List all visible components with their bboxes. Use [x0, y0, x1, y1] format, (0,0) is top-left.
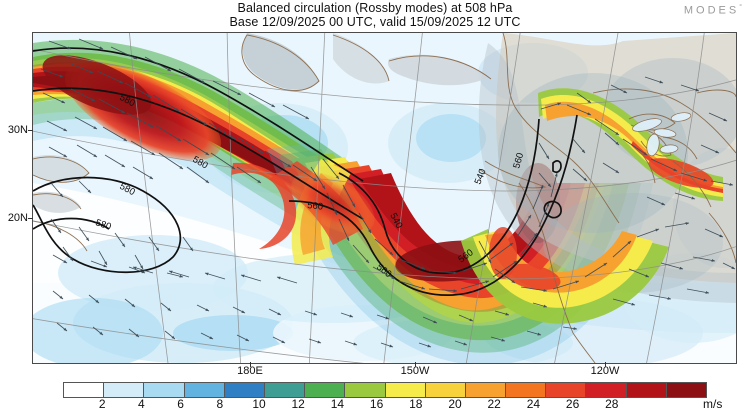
colorbar-cell	[64, 383, 104, 397]
lon-label-180e: 180E	[237, 365, 263, 377]
colorbar-cell	[304, 383, 345, 397]
colorbar-scale[interactable]	[63, 382, 707, 398]
modes-logo: MODES°	[684, 4, 742, 17]
lon-tick-150w	[415, 362, 416, 367]
lon-label-150w: 150W	[400, 365, 430, 377]
colorbar-tick-label: 12	[291, 397, 305, 411]
contour-label: 560	[511, 152, 526, 170]
colorbar-cell	[625, 383, 666, 397]
lon-tick-180e	[250, 362, 251, 367]
colorbar-cell	[665, 383, 706, 397]
colorbar-tick-label: 2	[98, 397, 106, 411]
colorbar-cell	[223, 383, 264, 397]
colorbar-cell	[424, 383, 465, 397]
colorbar-cell	[545, 383, 586, 397]
colorbar-tick-label: 4	[138, 397, 145, 411]
colorbar-tick-label: 20	[448, 397, 462, 411]
modes-logo-text: MODES	[683, 4, 740, 17]
page-title: Balanced circulation (Rossby modes) at 5…	[237, 1, 513, 15]
chart-subtitle: Base 12/09/2025 00 UTC, valid 15/09/2025…	[229, 14, 521, 29]
map-panel[interactable]: 580 580 580 580 560 540 540 560 560 560	[32, 32, 737, 364]
colorbar: 2 4 6 8 10 12 14 16 18 20 22 24 26 28 m/s	[0, 380, 750, 411]
colorbar-tick-label: 10	[252, 397, 266, 411]
colorbar-tick-label: 28	[605, 397, 619, 411]
colorbar-cell	[143, 383, 184, 397]
contour-label: 560	[307, 200, 324, 213]
chart-title-block: Balanced circulation (Rossby modes) at 5…	[0, 1, 750, 29]
colorbar-tick-label: 14	[330, 397, 345, 411]
colorbar-tick-label: 6	[177, 397, 184, 411]
map-svg: 580 580 580 580 560 540 540 560 560 560	[33, 33, 736, 363]
colorbar-cell	[585, 383, 626, 397]
colorbar-cell	[505, 383, 546, 397]
colorbar-cell	[344, 383, 385, 397]
colorbar-tick-label: 16	[369, 397, 384, 411]
colorbar-tick-label: 18	[409, 397, 423, 411]
colorbar-tick-label: 22	[487, 397, 501, 411]
colorbar-cell	[263, 383, 305, 397]
colorbar-tick-label: 8	[216, 397, 224, 411]
lat-label-20n: 20N	[7, 212, 28, 224]
lat-tick-30n	[28, 130, 33, 131]
colorbar-cell	[183, 383, 224, 397]
colorbar-tick-label: 26	[565, 397, 580, 411]
modes-logo-superscript: °	[739, 4, 742, 11]
colorbar-cell	[384, 383, 425, 397]
colorbar-cell	[103, 383, 144, 397]
lon-label-120w: 120W	[590, 365, 620, 377]
lat-label-30n: 30N	[7, 124, 28, 136]
wind-vectors	[40, 38, 736, 348]
lat-tick-20n	[28, 218, 33, 219]
contour-label: 580	[94, 217, 112, 232]
map-canvas: 580 580 580 580 560 540 540 560 560 560	[33, 33, 736, 363]
colorbar-tick-label: 24	[526, 397, 541, 411]
colorbar-cell	[464, 383, 506, 397]
lon-tick-120w	[605, 362, 606, 367]
colorbar-unit-label: m/s	[703, 397, 723, 411]
